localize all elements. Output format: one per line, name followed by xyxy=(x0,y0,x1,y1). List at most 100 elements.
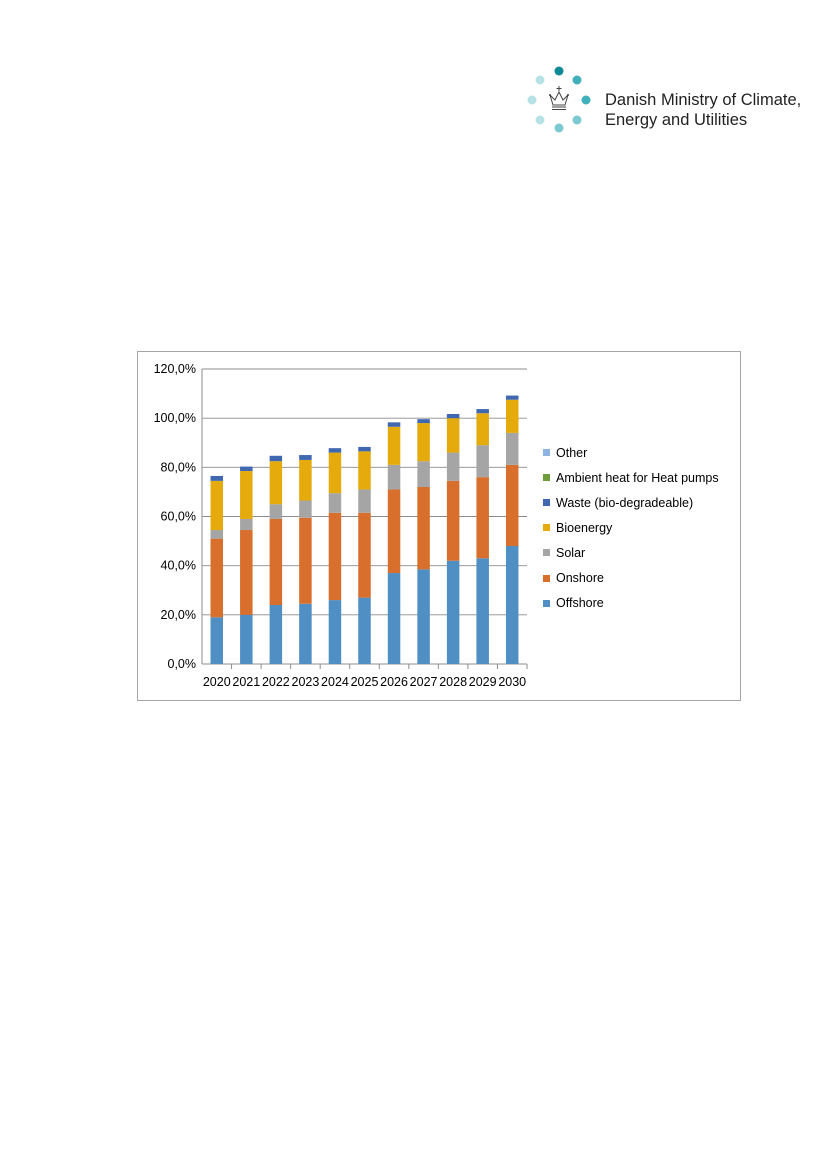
y-tick-label: 60,0% xyxy=(161,510,196,524)
bar-segment xyxy=(387,489,401,574)
bar-segment xyxy=(505,399,519,433)
y-tick-label: 20,0% xyxy=(161,608,196,622)
bar-segment xyxy=(328,448,342,453)
legend-swatch xyxy=(543,599,550,607)
legend-item: Solar xyxy=(543,540,719,565)
y-tick-label: 0,0% xyxy=(168,657,197,671)
legend-item: Onshore xyxy=(543,565,719,590)
y-tick-label: 100,0% xyxy=(154,411,196,425)
x-tick-label: 2024 xyxy=(321,675,349,689)
x-tick-label: 2026 xyxy=(380,675,408,689)
bar-segment xyxy=(328,452,342,494)
bar-segment xyxy=(358,597,371,664)
chart-legend: Other Ambient heat for Heat pumps Waste (b… xyxy=(543,440,719,616)
bar-segment xyxy=(269,518,283,605)
bar-segment xyxy=(446,480,460,561)
x-tick-label: 2023 xyxy=(292,675,320,689)
legend-label: Bioenergy xyxy=(556,520,613,535)
bar-segment xyxy=(240,530,253,615)
bar-segment xyxy=(299,517,312,604)
bar-segment xyxy=(299,603,312,664)
legend-swatch xyxy=(543,449,550,457)
bar-segment xyxy=(387,426,401,465)
bar-segment xyxy=(446,560,460,664)
bar-segment xyxy=(240,466,253,472)
bar-segment xyxy=(299,455,312,460)
bar-segment xyxy=(505,432,519,465)
bar-segment xyxy=(299,459,312,501)
bar-segment xyxy=(417,419,430,424)
bar-segment xyxy=(269,455,283,462)
bar-segment xyxy=(505,464,519,546)
bar-segment xyxy=(446,452,460,481)
bar-segment xyxy=(210,530,224,539)
legend-label: Waste (bio-degradeable) xyxy=(556,495,694,510)
bar-segment xyxy=(446,413,460,419)
legend-swatch xyxy=(543,524,550,532)
legend-item: Ambient heat for Heat pumps xyxy=(543,465,719,490)
bar-segment xyxy=(358,451,371,490)
legend-item: Other xyxy=(543,440,719,465)
x-tick-label: 2029 xyxy=(469,675,497,689)
legend-swatch xyxy=(543,499,550,507)
legend-label: Solar xyxy=(556,545,586,560)
bar-segment xyxy=(417,569,430,664)
bar-segment xyxy=(299,500,312,518)
bar-segment xyxy=(358,446,371,452)
bar-segment xyxy=(240,518,253,531)
legend-item: Waste (bio-degradeable) xyxy=(543,490,719,515)
crown-icon xyxy=(527,66,591,133)
bar-segment xyxy=(505,395,519,400)
x-tick-label: 2022 xyxy=(262,675,290,689)
bar-segment xyxy=(269,461,283,505)
bar-segment xyxy=(328,600,342,664)
stacked-bar-chart: 0,0% 20,0% 40,0% 60,0% 80,0% 100,0% 120,0% 2020… xyxy=(154,362,528,689)
bar-segment xyxy=(210,617,224,664)
legend-label: Other xyxy=(556,445,588,460)
bar-segment xyxy=(446,418,460,453)
bar-segment xyxy=(417,461,430,487)
y-tick-label: 80,0% xyxy=(161,460,196,474)
bar-segment xyxy=(476,477,489,559)
legend-swatch xyxy=(543,574,550,582)
bar-segment xyxy=(387,573,401,664)
bar-segment xyxy=(210,475,224,481)
bar-segment xyxy=(387,422,401,427)
bar-segment xyxy=(417,487,430,570)
legend-label: Ambient heat for Heat pumps xyxy=(556,470,719,485)
x-tick-label: 2020 xyxy=(203,675,231,689)
legend-label: Offshore xyxy=(556,596,604,611)
bar-segment xyxy=(240,471,253,519)
bar-segment xyxy=(328,493,342,513)
legend-swatch xyxy=(543,549,550,557)
x-tick-label: 2030 xyxy=(498,675,526,689)
bar-segment xyxy=(240,614,253,664)
bar-segment xyxy=(476,558,489,664)
bar-segment xyxy=(476,409,489,414)
logo-text-line1: Danish Ministry of Climate, xyxy=(605,91,802,109)
legend-item: Offshore xyxy=(543,591,719,616)
bar-segment xyxy=(210,480,224,531)
bar-segment xyxy=(476,445,489,478)
bar-segment xyxy=(210,538,224,618)
legend-item: Bioenergy xyxy=(543,515,719,540)
chart-frame: 0,0% 20,0% 40,0% 60,0% 80,0% 100,0% 120,0% 2020… xyxy=(137,351,741,701)
bar-segment xyxy=(387,464,401,490)
y-tick-label: 120,0% xyxy=(154,362,196,376)
x-tick-label: 2025 xyxy=(351,675,379,689)
logo-text: Danish Ministry of Climate, Energy and U… xyxy=(605,90,801,130)
logo-text-line2: Energy and Utilities xyxy=(605,111,748,129)
x-tick-label: 2021 xyxy=(232,675,260,689)
bar-segment xyxy=(269,605,283,664)
x-tick-label: 2027 xyxy=(410,675,438,689)
ministry-logo: Danish Ministry of Climate, Energy and U… xyxy=(524,64,824,136)
legend-swatch xyxy=(543,474,550,482)
x-tick-label: 2028 xyxy=(439,675,467,689)
bar-segment xyxy=(417,423,430,462)
bar-segment xyxy=(476,413,489,446)
bar-segment xyxy=(269,504,283,519)
bar-segment xyxy=(328,512,342,601)
bar-segment xyxy=(505,546,519,664)
bar-segment xyxy=(358,489,371,513)
bar-segment xyxy=(358,512,371,598)
